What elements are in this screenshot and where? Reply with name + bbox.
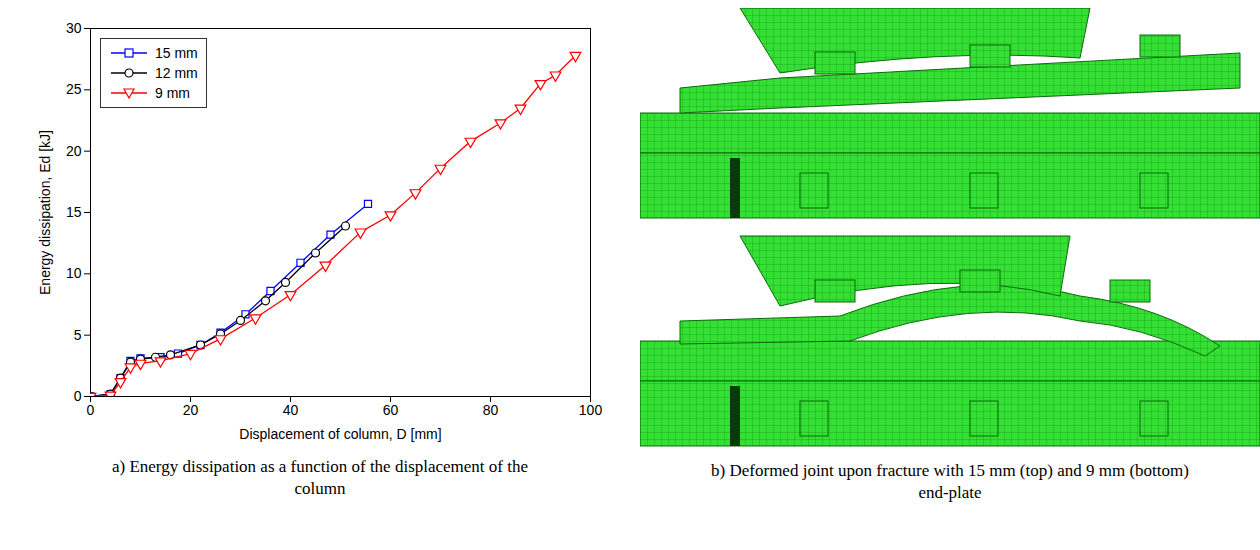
svg-text:40: 40: [283, 402, 299, 418]
svg-text:25: 25: [66, 81, 82, 97]
html-text:12 mm: 12 mm: [155, 65, 198, 81]
svg-text:15: 15: [66, 204, 82, 220]
html-text:9 mm: 9 mm: [155, 85, 190, 101]
svg-text:5: 5: [74, 327, 82, 343]
svg-text:Displacement of column, D [mm]: Displacement of column, D [mm]: [239, 426, 441, 442]
svg-text:0: 0: [87, 402, 95, 418]
svg-text:20: 20: [183, 402, 199, 418]
svg-text:10: 10: [66, 265, 82, 281]
svg-text:0: 0: [74, 388, 82, 404]
html-text:b) Deformed joint upon fractur: b) Deformed joint upon fracture with 15 …: [711, 461, 1189, 502]
svg-text:80: 80: [483, 402, 499, 418]
html-text:15 mm: 15 mm: [155, 45, 198, 61]
html-text:a) Energy dissipation as a fun: a) Energy dissipation as a function of t…: [112, 457, 528, 498]
svg-text:100: 100: [579, 402, 603, 418]
svg-text:30: 30: [66, 20, 82, 36]
svg-text:20: 20: [66, 143, 82, 159]
svg-text:Energy dissipation, Ed [kJ]: Energy dissipation, Ed [kJ]: [37, 130, 53, 295]
svg-text:60: 60: [383, 402, 399, 418]
